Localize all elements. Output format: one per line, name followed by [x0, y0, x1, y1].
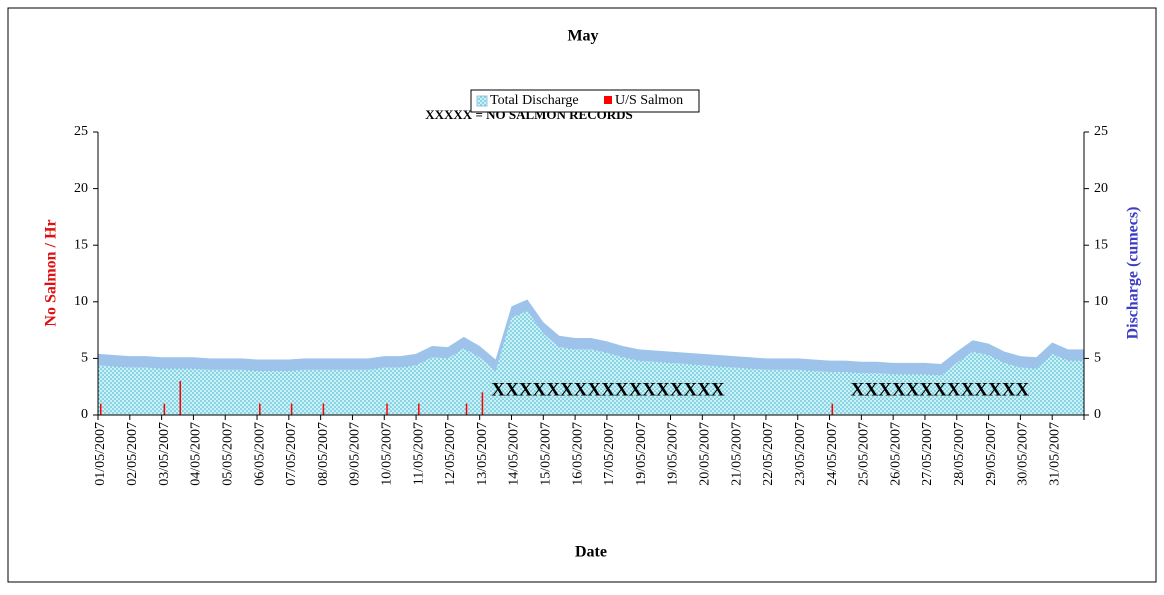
x-tick-label: 02/05/2007	[125, 422, 140, 486]
y-axis-title: No Salmon / Hr	[43, 219, 60, 326]
y2-tick-label: 0	[1094, 407, 1101, 422]
x-tick-label: 16/05/2007	[570, 422, 585, 486]
x-tick-label: 23/05/2007	[793, 422, 808, 486]
x-tick-label: 15/05/2007	[539, 422, 554, 486]
legend-label: U/S Salmon	[615, 93, 683, 108]
discharge-fill	[98, 310, 1084, 415]
x-tick-label: 30/05/2007	[1016, 422, 1031, 486]
y-tick-label: 10	[74, 294, 88, 309]
legend-swatch	[476, 95, 488, 107]
y-tick-label: 25	[74, 124, 88, 139]
salmon-bar	[259, 403, 261, 415]
x-tick-label: 07/05/2007	[284, 422, 299, 486]
salmon-bar	[179, 381, 182, 415]
chart-title: May	[567, 28, 598, 45]
x-tick-label: 04/05/2007	[189, 422, 204, 486]
y2-axis-title: Discharge (cumecs)	[1125, 207, 1142, 340]
x-tick-label: 03/05/2007	[157, 422, 172, 486]
legend-swatch	[604, 96, 612, 104]
x-tick-label: 22/05/2007	[761, 422, 776, 486]
salmon-bar	[418, 403, 420, 415]
x-tick-label: 17/05/2007	[602, 422, 617, 486]
x-tick-label: 09/05/2007	[348, 422, 363, 486]
salmon-bar	[322, 403, 325, 415]
x-tick-label: 08/05/2007	[316, 422, 331, 486]
y2-tick-label: 5	[1094, 351, 1101, 366]
y2-tick-label: 20	[1094, 181, 1108, 196]
x-tick-label: 27/05/2007	[920, 422, 935, 486]
legend-box	[470, 89, 700, 113]
y2-tick-label: 15	[1094, 237, 1108, 252]
x-tick-label: 19/05/2007	[634, 422, 649, 486]
x-tick-label: 05/05/2007	[220, 422, 235, 486]
x-tick-label: 24/05/2007	[825, 422, 840, 486]
x-tick-label: 11/05/2007	[411, 422, 426, 485]
x-tick-label: 10/05/2007	[379, 422, 394, 486]
salmon-bar	[831, 403, 834, 415]
x-tick-label: 25/05/2007	[857, 422, 872, 486]
x-axis-title: Date	[575, 544, 607, 561]
y2-tick-label: 10	[1094, 294, 1108, 309]
x-tick-label: 26/05/2007	[888, 422, 903, 486]
salmon-bar	[100, 403, 102, 415]
x-tick-label: 01/05/2007	[93, 422, 108, 486]
legend-label: Total Discharge	[490, 93, 579, 108]
x-tick-label: 13/05/2007	[475, 422, 490, 486]
x-tick-label: 14/05/2007	[507, 422, 522, 486]
salmon-bar	[290, 403, 293, 415]
x-tick-label: 21/05/2007	[729, 422, 744, 486]
y2-tick-label: 25	[1094, 124, 1108, 139]
x-tick-label: 20/05/2007	[698, 422, 713, 486]
salmon-bar	[465, 403, 468, 415]
y-tick-label: 5	[81, 351, 88, 366]
x-tick-label: 29/05/2007	[984, 422, 999, 486]
salmon-bar	[386, 403, 388, 415]
salmon-bar	[481, 392, 484, 415]
y-tick-label: 15	[74, 237, 88, 252]
y-tick-label: 0	[81, 407, 88, 422]
x-tick-label: 12/05/2007	[443, 422, 458, 486]
x-tick-label: 06/05/2007	[252, 422, 267, 486]
x-tick-label: 19/05/2007	[666, 422, 681, 486]
x-tick-label: 28/05/2007	[952, 422, 967, 486]
y-tick-label: 20	[74, 181, 88, 196]
x-tick-label: 31/05/2007	[1047, 422, 1062, 486]
salmon-bar	[163, 403, 166, 415]
annotation: XXXXXXXXXXXXX	[851, 379, 1030, 400]
annotation: XXXXXXXXXXXXXXXXX	[491, 379, 725, 400]
